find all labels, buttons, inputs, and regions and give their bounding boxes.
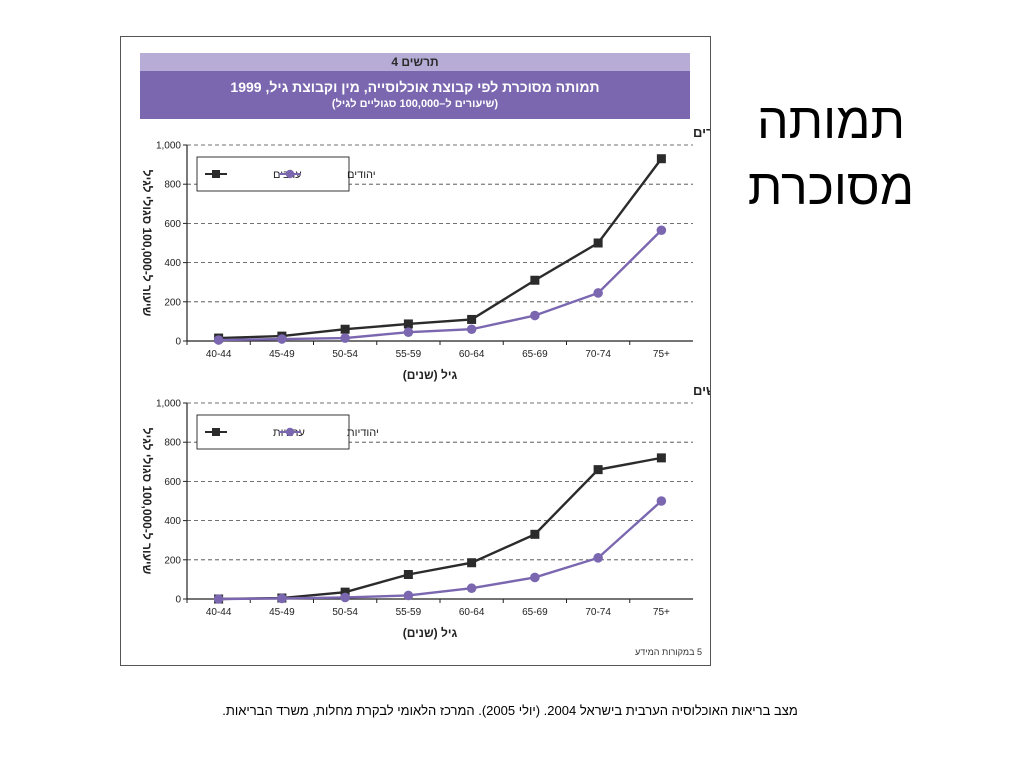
y-tick-label: 800: [164, 438, 181, 449]
y-tick-label: 1,000: [156, 399, 181, 410]
slide-title-line1: תמותה: [756, 93, 906, 149]
data-point-circle: [530, 572, 540, 583]
data-point-square: [530, 275, 540, 285]
y-axis-label: שיעור ל-100,000 סגולי לגיל: [140, 170, 154, 317]
data-point-circle: [403, 327, 414, 337]
y-tick-label: 0: [175, 337, 181, 348]
data-point-square: [593, 238, 603, 248]
series-line-1: [218, 229, 663, 342]
data-point-circle: [593, 288, 603, 298]
x-tick-label: 60-64: [459, 349, 485, 360]
legend-marker-square: [212, 170, 220, 178]
y-tick-label: 0: [175, 595, 181, 606]
chart-men: גברים 0 200 400 600 800 1,000 40-44 45-49 50-54 55…: [140, 125, 710, 382]
x-tick-label: 40-44: [206, 349, 232, 360]
series-line-0: [218, 456, 662, 601]
data-point-circle: [530, 310, 540, 321]
data-point-square: [467, 558, 477, 568]
series-line-0: [218, 157, 663, 340]
x-tick-label: 50-54: [332, 349, 358, 360]
data-point-circle: [277, 593, 287, 604]
data-point-circle: [466, 324, 477, 335]
data-point-square: [530, 529, 540, 539]
x-tick-label: 55-59: [396, 349, 422, 360]
data-point-circle: [466, 583, 477, 594]
figure-panel: תרשים 4 תמותה מסוכרת לפי קבוצת אוכלוסייה…: [120, 36, 711, 666]
x-tick-label: 50-54: [332, 607, 358, 618]
y-axis-label: שיעור ל-100,000 סגולי לגיל: [140, 428, 154, 575]
data-point-circle: [277, 334, 287, 344]
x-axis-label: גיל (שנים): [403, 368, 458, 382]
panel-label: נשים: [693, 383, 710, 398]
slide-title-line2: מסוכרת: [747, 159, 915, 215]
figure-header: תמותה מסוכרת לפי קבוצת אוכלוסייה, מין וק…: [140, 71, 690, 119]
legend-marker-square: [212, 428, 220, 436]
data-point-square: [656, 453, 666, 463]
x-tick-label: 40-44: [206, 607, 232, 618]
data-point-circle: [340, 592, 350, 603]
legend: ערביםיהודים: [196, 156, 376, 192]
figure-title: תמותה מסוכרת לפי קבוצת אוכלוסייה, מין וק…: [230, 79, 600, 95]
x-tick-label: 45-49: [269, 607, 295, 618]
x-tick-label: 65-69: [522, 607, 548, 618]
data-point-square: [593, 465, 603, 475]
x-tick-label: 75+: [653, 607, 670, 618]
x-axis-label: גיל (שנים): [403, 626, 458, 640]
figure-source-note: 5 במקורות המידע: [635, 647, 702, 657]
x-tick-label: 65-69: [522, 349, 548, 360]
y-tick-label: 400: [164, 258, 181, 269]
chart-women: נשים 0 200 400 600 800 1,000 40-44 45-49 50-54 55-…: [140, 383, 710, 640]
data-point-square: [340, 587, 350, 597]
data-point-circle: [656, 225, 667, 236]
data-point-circle: [403, 590, 414, 601]
x-tick-label: 70-74: [585, 607, 611, 618]
y-tick-label: 800: [164, 180, 181, 191]
legend-label: יהודים: [347, 169, 376, 181]
y-tick-label: 1,000: [156, 141, 181, 152]
y-tick-label: 400: [164, 516, 181, 527]
panel-label: גברים: [693, 125, 710, 140]
legend: ערביותיהודיות: [196, 414, 379, 450]
data-point-square: [403, 319, 413, 329]
slide-title: תמותה מסוכרת: [716, 88, 946, 220]
legend-marker-circle: [285, 427, 295, 437]
x-tick-label: 45-49: [269, 349, 295, 360]
x-tick-label: 60-64: [459, 607, 485, 618]
slide-caption: מצב בריאות האוכלוסיה הערבית בישראל 2004.…: [222, 703, 798, 718]
data-point-circle: [656, 496, 667, 506]
series-line-1: [218, 500, 663, 601]
y-tick-label: 200: [164, 297, 181, 308]
legend-label: יהודיות: [347, 427, 379, 439]
data-point-square: [656, 154, 666, 164]
figure-subtitle: (שיעורים ל–100,000 סגוליים לגיל): [331, 98, 499, 110]
y-tick-label: 200: [164, 555, 181, 566]
legend-marker-circle: [285, 169, 295, 179]
x-tick-label: 75+: [653, 349, 670, 360]
data-point-circle: [213, 594, 224, 604]
data-point-square: [467, 314, 477, 324]
data-point-square: [340, 324, 350, 334]
y-tick-label: 600: [164, 477, 181, 488]
data-point-circle: [593, 553, 603, 563]
y-tick-label: 600: [164, 219, 181, 230]
figure-number: תרשים 4: [140, 53, 690, 71]
x-tick-label: 70-74: [585, 349, 611, 360]
data-point-circle: [213, 335, 224, 345]
data-point-square: [403, 570, 413, 579]
data-point-circle: [340, 333, 350, 343]
x-tick-label: 55-59: [396, 607, 422, 618]
